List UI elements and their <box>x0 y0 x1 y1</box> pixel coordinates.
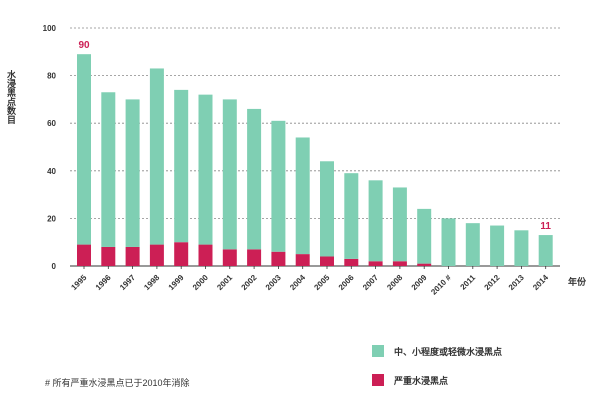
y-tick-label-0: 0 <box>52 262 57 271</box>
x-tick-label-2: 1997 <box>118 273 137 292</box>
x-tick-label-10: 2005 <box>312 273 331 292</box>
bar-minor-13 <box>392 187 407 262</box>
bar-serious-10 <box>320 256 334 266</box>
x-tick-label-16: 2011 <box>459 273 478 292</box>
x-tick-label-0: 1995 <box>69 273 88 292</box>
bar-minor-10 <box>320 161 334 257</box>
x-tick-label-11: 2006 <box>337 273 356 292</box>
bar-minor-3 <box>149 68 164 245</box>
bar-serious-1 <box>101 246 116 266</box>
bar-minor-7 <box>247 108 262 250</box>
x-tick-label-17: 2012 <box>483 273 502 292</box>
footnote: # 所有严重水浸黑点已于2010年消除 <box>45 378 190 388</box>
bar-minor-9 <box>295 137 310 255</box>
bar-serious-14 <box>417 263 432 266</box>
bar-serious-0 <box>77 244 91 266</box>
x-axis-label: 年份 <box>568 276 587 287</box>
y-tick-label-60: 60 <box>47 119 56 128</box>
bar-serious-8 <box>271 251 286 266</box>
bar-serious-13 <box>392 261 407 266</box>
x-tick-label-18: 2013 <box>507 273 526 292</box>
legend-swatch-serious <box>372 374 384 386</box>
bar-minor-11 <box>344 173 359 259</box>
bar-minor-2 <box>125 99 140 247</box>
x-tick-label-3: 1998 <box>142 273 161 292</box>
legend-swatch-minor <box>372 345 384 357</box>
legend: 中、小程度或轻微水浸黑点 严重水浸黑点 <box>372 345 502 403</box>
bar-minor-16 <box>465 223 480 266</box>
bar-minor-14 <box>417 208 432 264</box>
data-label-1: 11 <box>540 221 551 232</box>
data-label-0: 90 <box>78 40 90 51</box>
bar-serious-11 <box>344 258 359 266</box>
x-tick-label-5: 2000 <box>191 273 210 292</box>
x-tick-label-12: 2007 <box>361 273 380 292</box>
bar-minor-15 <box>441 218 456 266</box>
bar-serious-6 <box>222 249 237 266</box>
bar-serious-9 <box>295 254 310 266</box>
x-tick-label-13: 2008 <box>385 273 404 292</box>
bar-minor-1 <box>101 92 116 247</box>
bar-minor-8 <box>271 120 286 252</box>
x-tick-label-9: 2004 <box>288 273 307 292</box>
x-tick-label-1: 1996 <box>94 273 113 292</box>
bar-serious-12 <box>368 261 383 266</box>
legend-item-serious: 严重水浸黑点 <box>372 374 502 386</box>
x-tick-label-8: 2003 <box>264 273 283 292</box>
x-tick-label-15: 2010 # <box>429 273 453 297</box>
y-tick-label-40: 40 <box>47 167 56 176</box>
bar-serious-2 <box>125 246 140 266</box>
bar-serious-5 <box>198 244 213 266</box>
x-tick-label-4: 1999 <box>167 273 186 292</box>
bar-minor-4 <box>174 89 189 243</box>
bar-serious-4 <box>174 242 189 266</box>
bar-minor-12 <box>368 180 383 262</box>
legend-label-serious: 严重水浸黑点 <box>394 375 449 386</box>
x-tick-label-19: 2014 <box>531 273 550 292</box>
x-tick-label-6: 2001 <box>215 273 234 292</box>
bar-minor-5 <box>198 94 213 245</box>
bar-serious-7 <box>247 249 262 266</box>
bar-minor-6 <box>222 99 237 250</box>
y-tick-label-100: 100 <box>43 24 57 33</box>
y-tick-label-80: 80 <box>47 72 56 81</box>
legend-item-minor: 中、小程度或轻微水浸黑点 <box>372 345 502 357</box>
legend-label-minor: 中、小程度或轻微水浸黑点 <box>394 346 503 357</box>
bar-minor-0 <box>77 54 91 245</box>
y-axis-label: 水浸黑点数目 <box>6 70 16 124</box>
x-tick-label-14: 2009 <box>410 273 429 292</box>
bar-minor-18 <box>514 230 529 266</box>
y-tick-label-20: 20 <box>47 214 56 223</box>
bar-minor-17 <box>490 225 505 266</box>
bar-serious-3 <box>149 244 164 266</box>
x-tick-label-7: 2002 <box>240 273 259 292</box>
bar-minor-19 <box>538 235 553 266</box>
